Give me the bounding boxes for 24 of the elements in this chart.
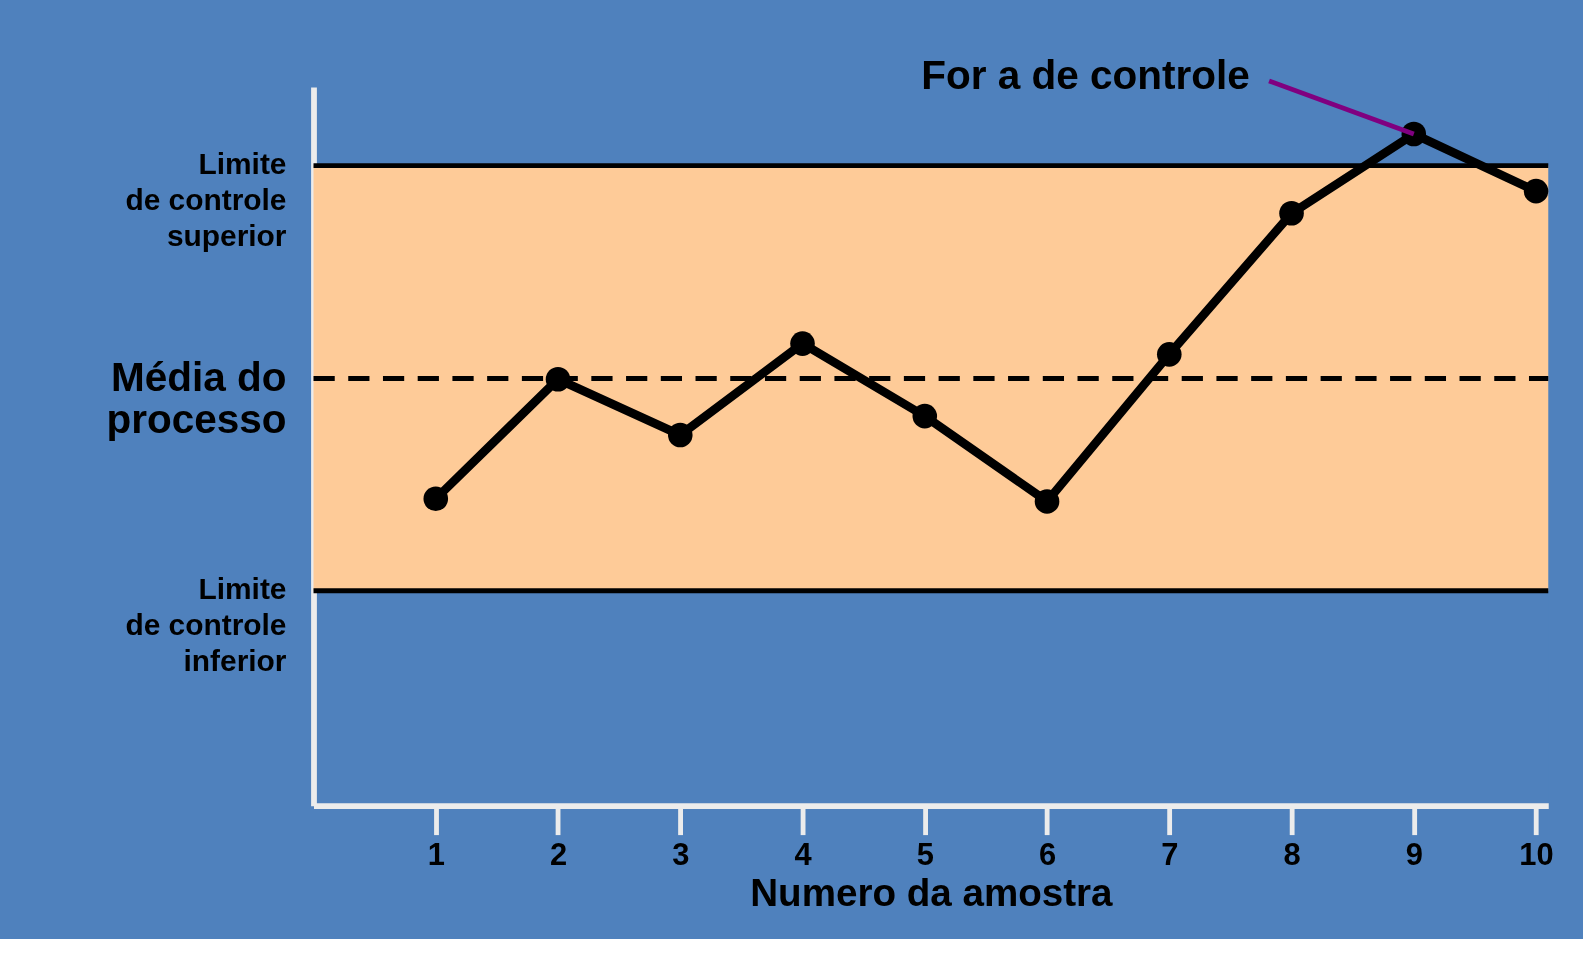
x-axis-title: Numero da amostra (750, 870, 1114, 914)
point (423, 486, 449, 512)
point (1523, 178, 1549, 204)
x-tick-label: 10 (1519, 837, 1554, 873)
point (912, 403, 938, 429)
x-tick-label: 4 (794, 837, 812, 873)
point (1034, 489, 1060, 514)
ref-line-label: Limite de controle superior (125, 147, 287, 252)
x-tick-label: 6 (1038, 837, 1057, 873)
x-tick-label: 9 (1405, 837, 1423, 873)
annotation: For a de controle (921, 51, 1250, 98)
point (790, 331, 815, 356)
ref-line-label: Média do processo (106, 354, 287, 443)
point (1156, 342, 1182, 367)
point (667, 422, 693, 448)
point (545, 366, 571, 392)
x-tick-label: 1 (427, 837, 445, 873)
point (1279, 201, 1304, 226)
x-tick-label: 5 (916, 837, 934, 873)
x-tick-label: 2 (549, 837, 568, 873)
x-tick-label: 7 (1161, 837, 1179, 873)
ref-line-label: Limite de controle inferior (125, 572, 287, 677)
x-tick-label: 3 (672, 837, 690, 873)
x-tick-label: 8 (1283, 837, 1301, 873)
